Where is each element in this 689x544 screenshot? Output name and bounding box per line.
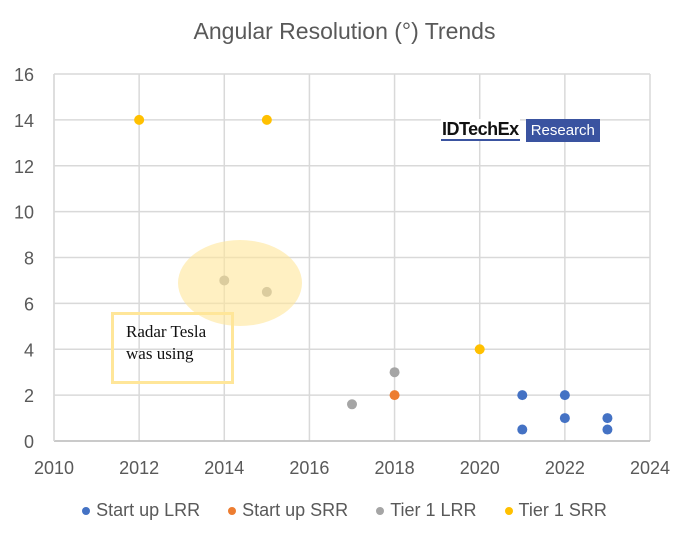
y-tick-label: 8 — [24, 249, 34, 269]
data-point — [559, 390, 570, 401]
legend-marker-icon — [376, 506, 385, 515]
data-point — [559, 413, 570, 424]
y-tick-label: 16 — [14, 65, 34, 85]
data-point — [347, 399, 357, 410]
x-tick-label: 2018 — [375, 458, 415, 478]
data-point — [602, 424, 613, 435]
legend-label: Start up LRR — [96, 500, 201, 520]
x-tick-label: 2010 — [34, 458, 74, 478]
data-point — [134, 114, 145, 125]
data-point — [517, 424, 528, 435]
y-tick-label: 4 — [24, 340, 34, 360]
logo-brand: IDTechEx — [441, 119, 520, 141]
x-tick-label: 2020 — [460, 458, 500, 478]
legend: Start up LRR Start up SRR Tier 1 LRR Tier 1… — [0, 500, 689, 521]
data-point — [517, 390, 528, 401]
legend-item: Start up LRR — [82, 500, 200, 521]
legend-marker-icon — [82, 506, 91, 515]
legend-label: Tier 1 SRR — [518, 500, 607, 520]
y-tick-label: 12 — [14, 157, 34, 177]
y-tick-label: 2 — [24, 386, 34, 406]
legend-label: Tier 1 LRR — [390, 500, 477, 520]
legend-marker-icon — [504, 506, 513, 515]
idtechex-logo: IDTechEx Research — [441, 118, 600, 142]
chart-title: Angular Resolution (°) Trends — [193, 18, 496, 44]
legend-item: Tier 1 LRR — [376, 500, 477, 521]
y-tick-label: 0 — [24, 432, 34, 452]
x-tick-label: 2012 — [119, 458, 159, 478]
legend-marker-icon — [228, 506, 237, 515]
data-point — [261, 114, 272, 125]
x-tick-label: 2024 — [630, 458, 670, 478]
data-point — [389, 390, 400, 401]
legend-label: Start up SRR — [242, 500, 349, 520]
x-tick-label: 2016 — [289, 458, 329, 478]
data-point — [602, 413, 613, 424]
legend-item: Start up SRR — [228, 500, 348, 521]
highlight-ellipse — [178, 240, 302, 326]
y-tick-label: 6 — [24, 294, 34, 314]
logo-badge: Research — [525, 118, 600, 142]
data-point — [474, 344, 485, 355]
x-tick-label: 2014 — [204, 458, 244, 478]
y-tick-label: 10 — [14, 203, 34, 223]
data-point — [389, 367, 400, 378]
x-tick-label: 2022 — [545, 458, 585, 478]
y-tick-label: 14 — [14, 111, 34, 131]
annotation-text: Radar Tesla was using — [126, 322, 207, 363]
legend-item: Tier 1 SRR — [504, 500, 607, 521]
annotation-box: Radar Tesla was using — [111, 312, 234, 384]
